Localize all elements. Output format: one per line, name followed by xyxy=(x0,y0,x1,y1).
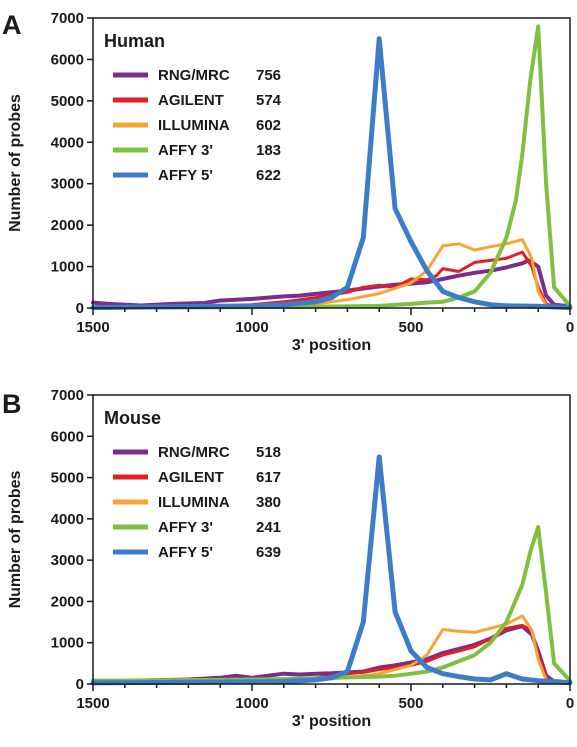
legend-item: AFFY 5' 622 xyxy=(113,167,281,184)
y-tick-label: 7000 xyxy=(51,387,84,404)
y-tick-label: 0 xyxy=(76,676,84,693)
legend-item: RNG/MRC 518 xyxy=(113,444,281,461)
legend-count: 602 xyxy=(256,117,281,134)
y-tick-label: 1000 xyxy=(51,259,84,276)
legend-label: AFFY 3' xyxy=(158,519,213,536)
panel-title: Mouse xyxy=(104,408,161,428)
y-tick-label: 2000 xyxy=(51,217,84,234)
y-tick-label: 3000 xyxy=(51,176,84,193)
y-tick-label: 1000 xyxy=(51,635,84,652)
y-axis-title: Number of probes xyxy=(7,94,24,232)
series-lines xyxy=(90,454,573,686)
x-tick-label: 500 xyxy=(398,319,423,336)
legend-item: AFFY 5' 639 xyxy=(113,544,281,561)
series-line-affy-5 xyxy=(90,36,573,311)
x-tick-label: 1000 xyxy=(235,695,268,712)
x-tick-label: 0 xyxy=(566,695,574,712)
legend-count: 183 xyxy=(256,142,281,159)
y-tick-label: 5000 xyxy=(51,470,84,487)
legend-label: AFFY 5' xyxy=(158,167,213,184)
y-tick-label: 0 xyxy=(76,300,84,317)
y-axis-title: Number of probes xyxy=(7,471,24,609)
legend-label: ILLUMINA xyxy=(158,117,230,134)
legend-item: AFFY 3' 183 xyxy=(113,142,281,159)
legend: RNG/MRC 518 AGILENT 617 ILLUMINA 380 AFFY 3' 24… xyxy=(113,444,281,561)
x-axis-title: 3' position xyxy=(292,337,371,354)
series-line-rng-mrc xyxy=(91,624,572,685)
series-lines xyxy=(90,24,573,311)
y-tick-label: 4000 xyxy=(51,511,84,528)
legend-item: AGILENT 617 xyxy=(113,469,281,486)
legend-count: 574 xyxy=(256,92,282,109)
x-tick-label: 1000 xyxy=(235,319,268,336)
legend-count: 518 xyxy=(256,444,281,461)
legend-label: ILLUMINA xyxy=(158,494,230,511)
legend-item: AFFY 3' 241 xyxy=(113,519,281,536)
series-line-affy-5 xyxy=(90,454,573,686)
legend-label: RNG/MRC xyxy=(158,444,230,461)
legend-count: 617 xyxy=(256,469,281,486)
y-tick-label: 6000 xyxy=(51,428,84,445)
panel-letter: B xyxy=(2,389,22,419)
legend-label: AFFY 3' xyxy=(158,142,213,159)
legend-item: AGILENT 574 xyxy=(113,92,282,109)
x-tick-label: 1500 xyxy=(76,319,109,336)
x-tick-label: 500 xyxy=(398,695,423,712)
y-tick-label: 7000 xyxy=(51,10,84,27)
legend-label: RNG/MRC xyxy=(158,67,230,84)
legend-count: 241 xyxy=(256,519,281,536)
y-tick-label: 6000 xyxy=(51,51,84,68)
legend-count: 622 xyxy=(256,167,281,184)
plot-frame xyxy=(92,17,571,309)
legend-count: 639 xyxy=(256,544,281,561)
legend-label: AGILENT xyxy=(158,469,224,486)
legend-label: AGILENT xyxy=(158,92,224,109)
legend-item: RNG/MRC 756 xyxy=(113,67,281,84)
y-tick-label: 5000 xyxy=(51,93,84,110)
legend-count: 756 xyxy=(256,67,281,84)
legend-item: ILLUMINA 602 xyxy=(113,117,281,134)
x-tick-label: 1500 xyxy=(76,695,109,712)
y-tick-label: 4000 xyxy=(51,134,84,151)
x-axis-title: 3' position xyxy=(292,713,371,730)
panel-title: Human xyxy=(104,31,165,51)
legend-label: AFFY 5' xyxy=(158,544,213,561)
y-tick-label: 3000 xyxy=(51,552,84,569)
legend-item: ILLUMINA 380 xyxy=(113,494,281,511)
x-tick-label: 0 xyxy=(566,319,574,336)
legend: RNG/MRC 756 AGILENT 574 ILLUMINA 602 AFFY 3' 18… xyxy=(113,67,282,184)
series-line-affy-3 xyxy=(91,24,572,310)
y-tick-label: 2000 xyxy=(51,593,84,610)
legend-count: 380 xyxy=(256,494,281,511)
panel-letter: A xyxy=(2,10,22,40)
plot-frame xyxy=(92,394,571,685)
